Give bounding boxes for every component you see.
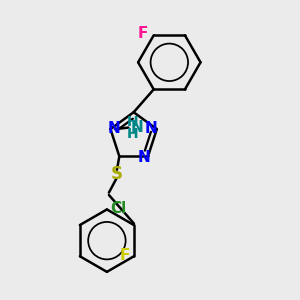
Text: N: N <box>137 150 150 165</box>
Text: H: H <box>127 127 139 141</box>
Text: N: N <box>145 121 158 136</box>
Text: N: N <box>108 121 120 136</box>
Text: H: H <box>127 115 139 129</box>
Text: S: S <box>110 165 122 183</box>
Text: F: F <box>138 26 148 41</box>
Text: N: N <box>131 120 143 135</box>
Text: F: F <box>120 248 130 263</box>
Text: Cl: Cl <box>111 201 127 216</box>
